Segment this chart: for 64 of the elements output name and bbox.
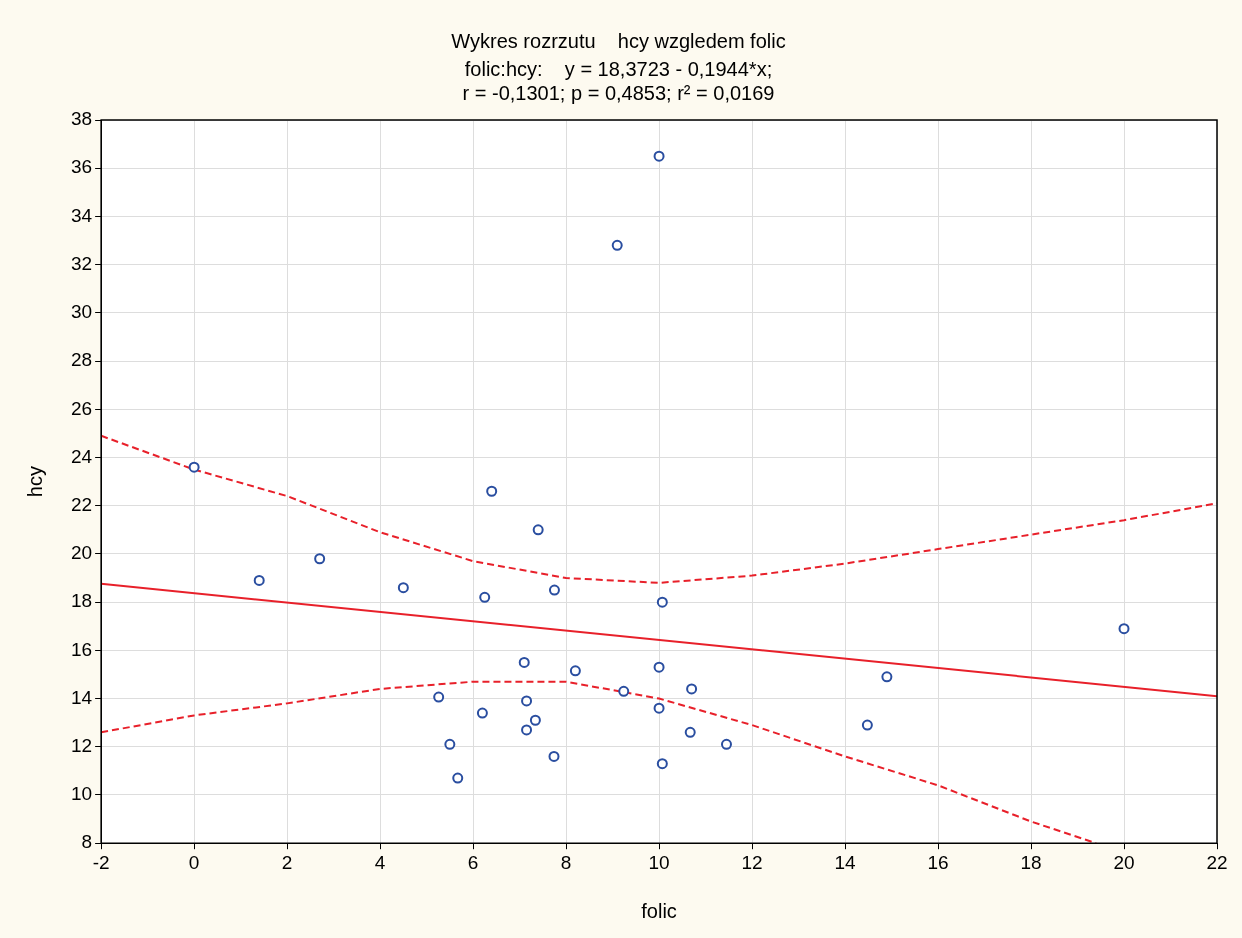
- point: [569, 665, 581, 677]
- point: [656, 596, 668, 608]
- y-tick-label: 8: [81, 831, 93, 853]
- point: [548, 584, 560, 596]
- point: [656, 758, 668, 770]
- point: [518, 656, 530, 668]
- y-tick-label: 32: [70, 252, 93, 274]
- y-tick-label: 12: [70, 735, 93, 757]
- x-tick-label: 16: [927, 851, 949, 873]
- x-tick-label: 18: [1020, 851, 1042, 873]
- point: [521, 724, 533, 736]
- point: [686, 683, 698, 695]
- x-tick-label: 4: [374, 851, 386, 873]
- point: [1118, 623, 1130, 635]
- y-tick-label: 16: [70, 638, 93, 660]
- chart-title: Wykres rozrzutu hcy wzgledem folic: [451, 29, 786, 52]
- x-tick-label: 10: [648, 851, 670, 873]
- y-tick-label: 10: [70, 783, 93, 805]
- y-tick-label: 24: [70, 445, 93, 467]
- x-tick-label: 12: [741, 851, 763, 873]
- point: [618, 685, 630, 697]
- y-tick-label: 36: [70, 156, 93, 178]
- point: [188, 461, 200, 473]
- y-tick-label: 30: [70, 301, 93, 323]
- point: [452, 772, 464, 784]
- point: [314, 553, 326, 565]
- point: [548, 750, 560, 762]
- point: [653, 702, 665, 714]
- x-tick-label: 0: [188, 851, 200, 873]
- y-tick-label: 34: [70, 204, 93, 226]
- x-tick-label: 8: [560, 851, 572, 873]
- y-tick-label: 20: [70, 542, 93, 564]
- point: [521, 695, 533, 707]
- x-tick-label: 20: [1113, 851, 1135, 873]
- y-tick-label: 18: [70, 590, 93, 612]
- point: [486, 485, 498, 497]
- point: [611, 239, 623, 251]
- x-axis-title: folic: [641, 899, 677, 922]
- point: [476, 707, 488, 719]
- y-tick-label: 38: [70, 108, 93, 130]
- point: [861, 719, 873, 731]
- y-tick-label: 28: [70, 349, 93, 371]
- y-tick-label: 26: [70, 397, 93, 419]
- point: [532, 524, 544, 536]
- y-tick-label: 22: [70, 493, 93, 515]
- x-tick-label: 14: [834, 851, 857, 873]
- point: [433, 691, 445, 703]
- point: [253, 574, 265, 586]
- x-tick-label: -2: [92, 851, 110, 873]
- point: [444, 738, 456, 750]
- point: [684, 726, 696, 738]
- point: [529, 714, 541, 726]
- point: [397, 582, 409, 594]
- x-tick-label: 2: [281, 851, 293, 873]
- x-tick-label: 6: [467, 851, 479, 873]
- point: [720, 738, 732, 750]
- x-tick-label: 22: [1206, 851, 1228, 873]
- y-tick-label: 14: [70, 686, 93, 708]
- chart-subtitle: folic:hcy: y = 18,3723 - 0,1944*x; r = -0,1301; p = 0,4853; r² = 0,0169: [462, 57, 775, 104]
- point: [479, 591, 491, 603]
- point: [653, 661, 665, 673]
- y-axis-title: hcy: [23, 466, 46, 498]
- point: [653, 150, 665, 162]
- point: [881, 671, 893, 683]
